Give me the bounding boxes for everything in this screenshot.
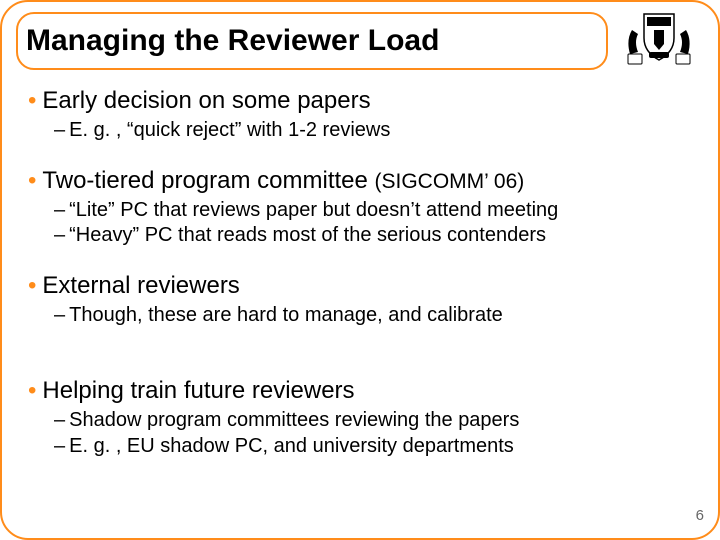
bullet-dash-icon: – <box>54 119 65 141</box>
bullet-sub-text: Shadow program committees reviewing the … <box>69 409 519 431</box>
bullet-level-1: •Two-tiered program committee (SIGCOMM’ … <box>28 166 692 196</box>
bullet-dot-icon: • <box>28 87 36 114</box>
bullet-dot-icon: • <box>28 167 36 194</box>
slide-frame: Managing the Reviewer Load •Early decisi… <box>0 0 720 540</box>
bullet-dash-icon: – <box>54 199 65 221</box>
bullet-level-2: –Though, these are hard to manage, and c… <box>54 303 692 329</box>
slide-body: •Early decision on some papers–E. g. , “… <box>28 86 692 518</box>
bullet-sub-text: “Lite” PC that reviews paper but doesn’t… <box>69 199 558 221</box>
bullet-main-text: Early decision on some papers <box>42 87 370 114</box>
title-box: Managing the Reviewer Load <box>16 12 608 70</box>
bullet-dash-icon: – <box>54 304 65 326</box>
bullet-group: •External reviewers–Though, these are ha… <box>28 271 692 329</box>
slide-title: Managing the Reviewer Load <box>26 24 439 58</box>
bullet-dot-icon: • <box>28 272 36 299</box>
bullet-dot-icon: • <box>28 377 36 404</box>
bullet-level-2: –E. g. , EU shadow PC, and university de… <box>54 434 692 460</box>
bullet-sub-text: E. g. , EU shadow PC, and university dep… <box>69 435 514 457</box>
bullet-dash-icon: – <box>54 435 65 457</box>
bullet-group: •Early decision on some papers–E. g. , “… <box>28 86 692 144</box>
bullet-level-2: –“Heavy” PC that reads most of the serio… <box>54 223 692 249</box>
page-number: 6 <box>696 507 704 524</box>
bullet-main-text: External reviewers <box>42 272 239 299</box>
bullet-dash-icon: – <box>54 409 65 431</box>
university-shield-logo <box>624 10 694 68</box>
bullet-dash-icon: – <box>54 224 65 246</box>
bullet-sub-text: “Heavy” PC that reads most of the seriou… <box>69 224 546 246</box>
bullet-level-2: –E. g. , “quick reject” with 1-2 reviews <box>54 118 692 144</box>
bullet-group: •Helping train future reviewers–Shadow p… <box>28 376 692 459</box>
bullet-level-2: –“Lite” PC that reviews paper but doesn’… <box>54 198 692 224</box>
bullet-level-2: –Shadow program committees reviewing the… <box>54 408 692 434</box>
bullet-sub-text: Though, these are hard to manage, and ca… <box>69 304 503 326</box>
bullet-level-1: •Helping train future reviewers <box>28 376 692 406</box>
bullet-main-text: Two-tiered program committee <box>42 167 374 194</box>
bullet-main-text: Helping train future reviewers <box>42 377 354 404</box>
bullet-level-1: •Early decision on some papers <box>28 86 692 116</box>
bullet-paren-text: (SIGCOMM’ 06) <box>375 170 525 193</box>
bullet-level-1: •External reviewers <box>28 271 692 301</box>
bullet-sub-text: E. g. , “quick reject” with 1-2 reviews <box>69 119 390 141</box>
bullet-group: •Two-tiered program committee (SIGCOMM’ … <box>28 166 692 249</box>
